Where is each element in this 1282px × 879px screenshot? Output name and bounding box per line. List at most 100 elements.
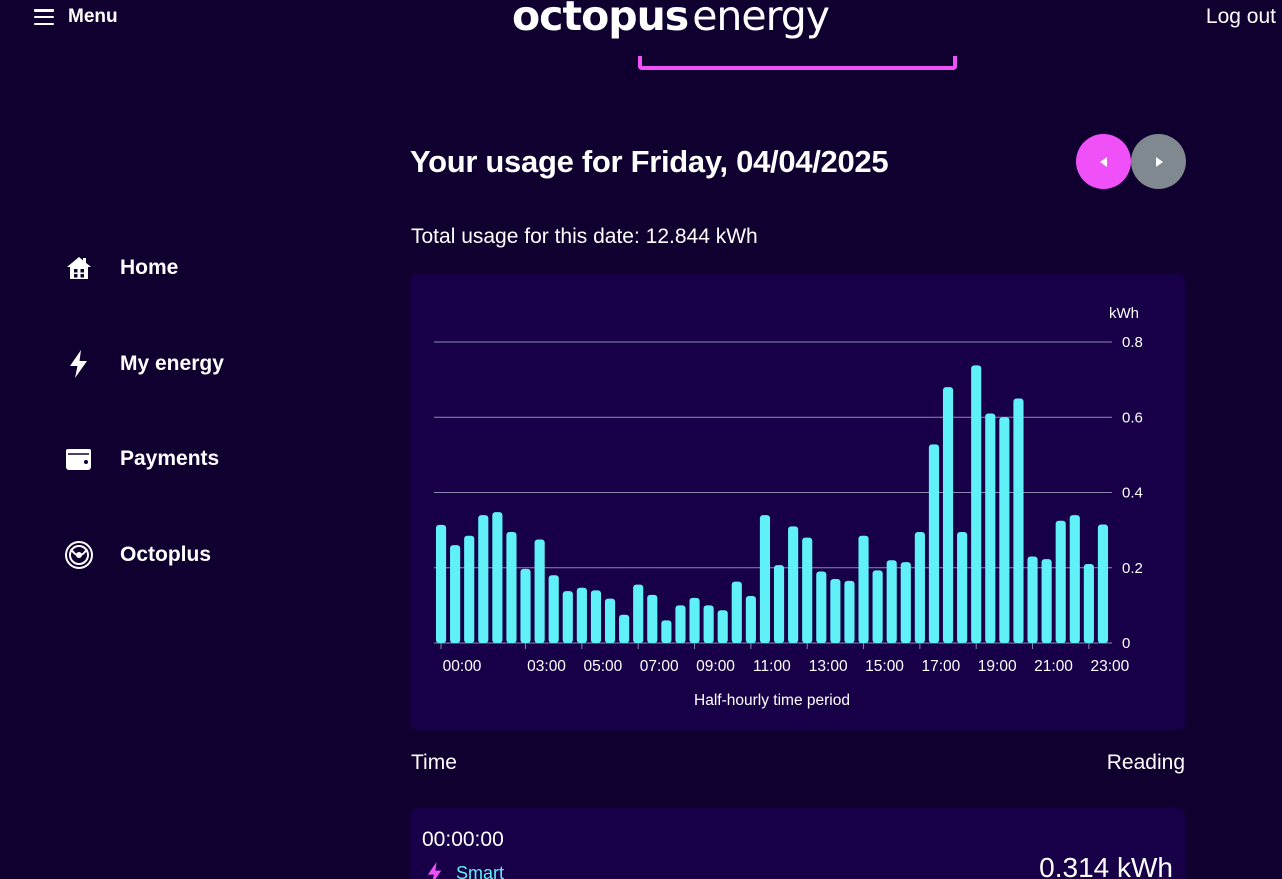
usage-chart-card: 00:00 03:00 05:00 07:00 09:00 11:00 13:00 15:00… — [410, 273, 1185, 730]
sidebar-item-label: Home — [120, 256, 179, 279]
usage-bar[interactable] — [450, 545, 461, 643]
row-source: Smart — [424, 860, 504, 879]
usage-bar[interactable] — [464, 535, 475, 643]
usage-bar[interactable] — [576, 587, 587, 643]
usage-bar[interactable] — [942, 387, 954, 643]
home-icon — [64, 253, 94, 283]
page-title: Your usage for Friday, 04/04/2025 — [410, 144, 889, 179]
y-axis-label: kWh — [1109, 305, 1139, 322]
usage-bar[interactable] — [745, 595, 756, 643]
usage-bar[interactable] — [590, 590, 602, 643]
sidebar-item-octoplus[interactable]: Octoplus — [64, 539, 224, 571]
y-tick-label: 0.6 — [1122, 409, 1143, 426]
hamburger-icon — [34, 9, 54, 25]
usage-bar[interactable] — [1069, 515, 1080, 643]
usage-bar[interactable] — [717, 610, 728, 643]
usage-bar[interactable] — [957, 532, 968, 643]
next-day-button[interactable] — [1131, 134, 1186, 189]
date-navigation — [1076, 134, 1186, 190]
logo-light: energy — [692, 0, 830, 40]
x-tick-label: 03:00 — [527, 658, 566, 675]
usage-bar[interactable] — [971, 365, 982, 643]
x-tick-label: 07:00 — [640, 658, 679, 675]
usage-bar[interactable] — [1041, 559, 1052, 643]
x-tick-label: 23:00 — [1090, 658, 1129, 675]
logo-bold: octopus — [512, 0, 689, 40]
usage-bar[interactable] — [1013, 398, 1024, 643]
x-tick-label: 15:00 — [865, 658, 904, 675]
time-column-header: Time — [411, 751, 457, 774]
usage-bar[interactable] — [703, 605, 714, 644]
usage-bar[interactable] — [858, 535, 869, 643]
x-tick-label: 05:00 — [583, 658, 622, 675]
x-tick-label: 17:00 — [921, 658, 960, 675]
usage-bar[interactable] — [435, 524, 447, 643]
usage-bar[interactable] — [830, 579, 841, 643]
octopus-energy-logo[interactable]: octopusenergy — [512, 0, 830, 40]
y-tick-label: 0 — [1122, 635, 1130, 652]
usage-bar[interactable] — [619, 614, 630, 643]
usage-bar[interactable] — [886, 560, 897, 643]
usage-chart: 00:00 03:00 05:00 07:00 09:00 11:00 13:00 15:00… — [434, 305, 1143, 709]
usage-bar[interactable] — [816, 571, 827, 643]
arrow-left-icon — [1099, 156, 1107, 167]
wallet-icon — [64, 444, 94, 474]
usage-bar[interactable] — [731, 581, 742, 643]
sidebar-item-label: My energy — [120, 351, 224, 375]
total-usage: Total usage for this date: 12.844 kWh — [411, 225, 758, 248]
sidebar-item-label: Payments — [120, 447, 220, 470]
usage-bar[interactable] — [506, 532, 517, 643]
usage-bar[interactable] — [548, 575, 559, 643]
usage-bar[interactable] — [928, 444, 940, 643]
usage-bar[interactable] — [562, 591, 573, 643]
usage-bar[interactable] — [1027, 556, 1038, 643]
sidebar-nav: Home My energy Payments — [64, 252, 224, 634]
usage-bar[interactable] — [844, 580, 855, 643]
row-source-label: Smart — [456, 862, 505, 879]
usage-bar[interactable] — [985, 413, 996, 643]
menu-label: Menu — [68, 6, 118, 27]
usage-bar[interactable] — [788, 526, 799, 643]
usage-bar[interactable] — [1097, 524, 1109, 643]
usage-bar[interactable] — [1083, 563, 1094, 643]
usage-bar[interactable] — [520, 568, 531, 643]
usage-bar[interactable] — [773, 565, 785, 643]
y-tick-label: 0.8 — [1122, 334, 1143, 351]
x-tick-label: 19:00 — [978, 658, 1017, 675]
usage-bar[interactable] — [647, 594, 658, 643]
x-axis-label: Half-hourly time period — [694, 692, 850, 709]
usage-bar[interactable] — [872, 570, 883, 643]
sidebar-item-payments[interactable]: Payments — [64, 443, 224, 475]
readings-table-header: Time Reading — [411, 751, 1185, 775]
lightning-icon — [64, 349, 94, 379]
usage-bar[interactable] — [900, 562, 911, 643]
usage-bar[interactable] — [689, 597, 700, 643]
usage-bar[interactable] — [1055, 520, 1066, 643]
usage-bar[interactable] — [633, 584, 644, 643]
sidebar-item-label: Octoplus — [120, 542, 212, 566]
menu-button[interactable]: Menu — [34, 6, 118, 28]
usage-bar[interactable] — [661, 620, 672, 643]
usage-bar[interactable] — [914, 532, 925, 643]
usage-bar[interactable] — [604, 598, 616, 643]
usage-bar[interactable] — [675, 605, 686, 644]
usage-bar[interactable] — [759, 515, 771, 643]
x-tick-label: 13:00 — [809, 658, 848, 675]
sidebar-item-home[interactable]: Home — [64, 252, 224, 284]
usage-bar[interactable] — [478, 515, 489, 643]
lightning-icon — [427, 862, 442, 879]
sidebar-item-my-energy[interactable]: My energy — [64, 348, 224, 380]
row-time: 00:00:00 — [422, 828, 504, 851]
usage-bar[interactable] — [492, 512, 503, 643]
usage-bar[interactable] — [534, 539, 545, 643]
x-tick-label: 21:00 — [1034, 658, 1073, 675]
usage-bar[interactable] — [999, 417, 1010, 643]
arrow-right-icon — [1155, 156, 1163, 167]
previous-day-button[interactable] — [1076, 134, 1131, 189]
usage-bar[interactable] — [802, 537, 813, 643]
logout-link[interactable]: Log out — [1205, 5, 1276, 28]
row-reading: 0.314 kWh — [1039, 852, 1173, 879]
header-underline — [638, 56, 957, 70]
table-row: 00:00:00 Smart 0.314 kWh — [410, 808, 1185, 879]
